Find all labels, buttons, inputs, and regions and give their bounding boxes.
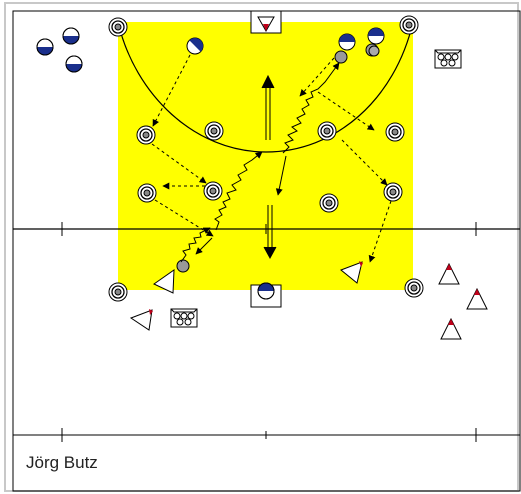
cone-marker xyxy=(399,15,419,35)
goal-area-arc xyxy=(117,21,414,153)
attacker-player xyxy=(338,33,356,51)
cone-marker xyxy=(204,121,224,141)
defender-player xyxy=(340,261,363,284)
ball-net-icon xyxy=(434,49,462,69)
cone-marker xyxy=(319,193,339,213)
attacker-player xyxy=(62,27,80,45)
defender-player xyxy=(129,309,153,331)
ball-net-icon xyxy=(170,308,198,328)
attacker-player xyxy=(65,55,83,73)
attacker-goal xyxy=(257,282,275,300)
cone-marker xyxy=(136,125,156,145)
cone-marker xyxy=(317,121,337,141)
ball xyxy=(334,50,348,64)
cone-marker xyxy=(385,122,405,142)
author-credit: Jörg Butz xyxy=(26,453,98,472)
pass-lines xyxy=(195,155,287,255)
run-paths xyxy=(151,54,392,263)
dribble-paths xyxy=(180,62,340,263)
cone-marker xyxy=(383,182,403,202)
cone-marker xyxy=(108,282,128,302)
attacker-player xyxy=(186,37,204,55)
cone-marker xyxy=(404,278,424,298)
ball xyxy=(368,45,380,57)
cone-marker xyxy=(108,17,128,37)
attacker-player xyxy=(367,27,385,45)
double-arrow-top xyxy=(261,74,275,140)
attacker-player xyxy=(36,38,54,56)
cone-marker xyxy=(203,181,223,201)
double-arrow-bottom xyxy=(263,205,277,260)
cone-marker xyxy=(137,183,157,203)
goal-icon-top xyxy=(250,10,282,34)
defender-player xyxy=(153,259,190,294)
drill-zone xyxy=(118,22,413,290)
